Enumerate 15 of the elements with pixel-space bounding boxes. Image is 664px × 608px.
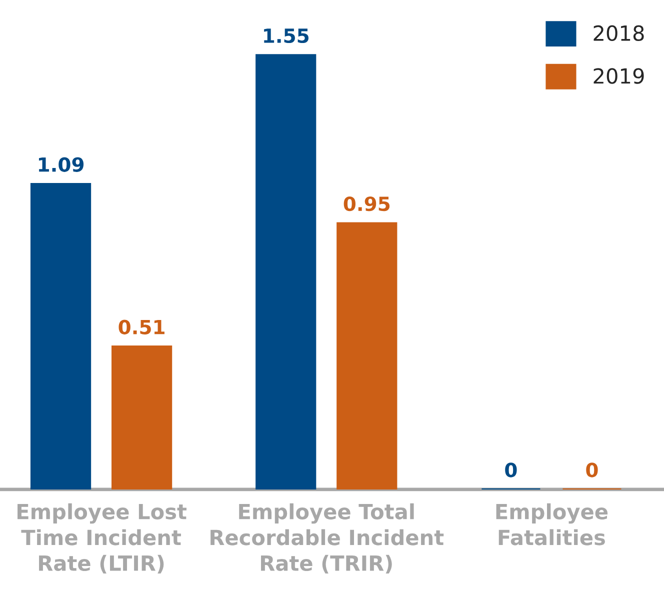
data-label: 0 xyxy=(586,462,598,478)
data-label: 0.51 xyxy=(118,320,164,334)
bar xyxy=(336,222,398,490)
legend-label: 2019 xyxy=(594,68,644,84)
data-label: 0.95 xyxy=(344,196,390,212)
x-tick-label: Employee Total Recordable Incident Rate (TRIR) xyxy=(210,503,444,574)
bar xyxy=(111,346,172,490)
bar xyxy=(256,54,316,490)
x-tick-label: Employee Fatalities xyxy=(496,503,608,546)
data-label: 1.09 xyxy=(38,157,84,172)
legend-label: 2018 xyxy=(594,25,644,42)
bar xyxy=(30,182,92,490)
x-tick-label: Employee Lost Time Incident Rate (LTIR) xyxy=(18,503,186,574)
data-label: 1.55 xyxy=(264,28,308,44)
data-label: 0 xyxy=(505,462,517,478)
